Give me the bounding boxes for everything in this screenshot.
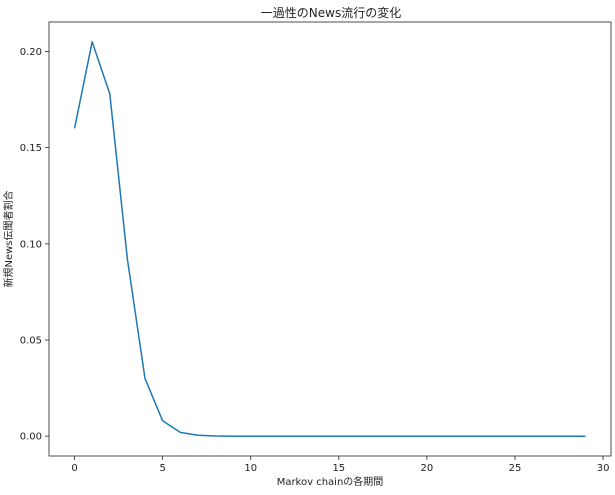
x-tick-label: 0 bbox=[71, 463, 77, 474]
chart-title: 一過性のNews流行の変化 bbox=[261, 5, 401, 20]
y-axis: 0.00 0.05 0.10 0.15 0.20 bbox=[20, 47, 49, 443]
x-tick-label: 25 bbox=[509, 463, 522, 474]
series-lines bbox=[73, 41, 586, 437]
x-tick-label: 20 bbox=[421, 463, 434, 474]
x-tick-label: 30 bbox=[597, 463, 610, 474]
y-tick-label: 0.15 bbox=[20, 143, 42, 154]
series-line bbox=[73, 41, 586, 437]
y-tick-label: 0.05 bbox=[20, 335, 42, 346]
plot-frame bbox=[48, 21, 612, 457]
x-axis-label: Markov chainの各期間 bbox=[277, 475, 384, 488]
y-tick-label: 0.00 bbox=[20, 432, 42, 443]
x-tick-label: 10 bbox=[244, 463, 257, 474]
y-tick-label: 0.10 bbox=[20, 239, 42, 250]
y-tick-label: 0.20 bbox=[20, 47, 42, 58]
y-axis-label: 新規News伝聞者割合 bbox=[2, 190, 15, 287]
x-tick-label: 5 bbox=[159, 463, 165, 474]
x-tick-label: 15 bbox=[332, 463, 345, 474]
x-axis: 0 5 10 15 20 25 30 bbox=[71, 456, 609, 474]
